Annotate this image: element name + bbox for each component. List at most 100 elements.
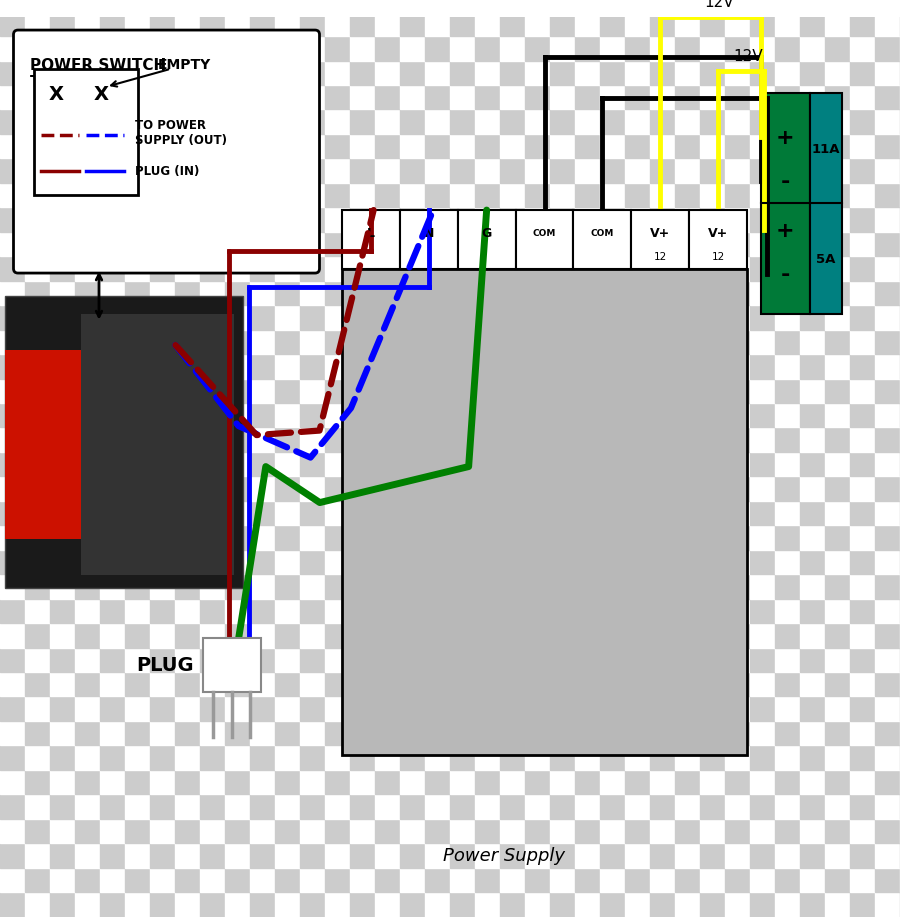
Bar [275, 770, 300, 794]
Bar [875, 86, 900, 110]
Bar [800, 844, 825, 868]
Bar [225, 355, 250, 380]
Bar [25, 648, 50, 673]
Text: POWER SWITCH
TOP VIEW: POWER SWITCH TOP VIEW [30, 58, 166, 90]
Bar [200, 501, 225, 526]
Bar [125, 233, 150, 257]
Bar [250, 306, 275, 330]
Bar [375, 380, 400, 403]
Bar [600, 306, 625, 330]
Bar [225, 623, 250, 648]
Bar [0, 37, 25, 62]
Bar [300, 306, 325, 330]
Bar [600, 721, 625, 745]
Bar [475, 159, 500, 184]
Bar [800, 648, 825, 673]
Bar [450, 330, 475, 355]
Bar [50, 844, 75, 868]
Bar [500, 501, 525, 526]
Bar [325, 868, 350, 892]
Bar [325, 721, 350, 745]
Bar [600, 0, 625, 13]
Bar [500, 135, 525, 159]
Bar [425, 428, 450, 452]
Bar [125, 452, 150, 477]
Bar [75, 648, 100, 673]
Bar [375, 550, 400, 574]
Bar [225, 501, 250, 526]
Bar [875, 892, 900, 916]
Bar [175, 550, 200, 574]
Bar [800, 550, 825, 574]
Bar [850, 745, 875, 770]
Bar [250, 37, 275, 62]
Bar [475, 452, 500, 477]
Bar [625, 86, 650, 110]
Bar [775, 257, 800, 281]
Bar [600, 257, 625, 281]
Bar [500, 13, 525, 37]
Bar [825, 721, 850, 745]
Bar [825, 281, 850, 306]
Bar [550, 452, 575, 477]
Bar [25, 37, 50, 62]
Bar [400, 452, 425, 477]
Bar [725, 673, 750, 697]
Bar [50, 623, 75, 648]
Bar [125, 745, 150, 770]
Bar [875, 550, 900, 574]
Bar [75, 330, 100, 355]
Bar [725, 13, 750, 37]
Bar [400, 623, 425, 648]
Bar [775, 721, 800, 745]
Bar [375, 135, 400, 159]
Bar [400, 208, 425, 233]
Bar [875, 37, 900, 62]
Bar [125, 62, 150, 86]
Bar [175, 892, 200, 916]
Bar [300, 673, 325, 697]
Bar [275, 623, 300, 648]
Bar [300, 794, 325, 819]
Bar [875, 721, 900, 745]
Bar [625, 330, 650, 355]
Bar [500, 281, 525, 306]
Bar [325, 673, 350, 697]
Bar [625, 721, 650, 745]
Bar [300, 135, 325, 159]
Bar [425, 184, 450, 208]
Bar [775, 86, 800, 110]
Bar [50, 599, 75, 623]
Bar [475, 135, 500, 159]
Bar [150, 135, 175, 159]
Bar [0, 110, 25, 135]
Bar [75, 306, 100, 330]
Bar [25, 673, 50, 697]
Bar [875, 574, 900, 599]
Bar [425, 403, 450, 428]
Bar [325, 330, 350, 355]
Bar [775, 208, 800, 233]
Bar [525, 526, 550, 550]
Bar [375, 0, 400, 13]
Bar [300, 62, 325, 86]
Bar [650, 380, 675, 403]
Bar [700, 306, 725, 330]
Bar [516, 210, 573, 269]
Bar [0, 330, 25, 355]
Bar [125, 380, 150, 403]
Bar [400, 86, 425, 110]
Bar [458, 210, 516, 269]
Bar [850, 599, 875, 623]
Text: COM: COM [590, 229, 614, 237]
Bar [725, 281, 750, 306]
Bar [425, 844, 450, 868]
Bar [750, 819, 775, 844]
Bar [375, 403, 400, 428]
Bar [875, 281, 900, 306]
Bar [450, 648, 475, 673]
Bar [825, 62, 850, 86]
Bar [275, 868, 300, 892]
Bar [800, 159, 825, 184]
Bar [450, 673, 475, 697]
